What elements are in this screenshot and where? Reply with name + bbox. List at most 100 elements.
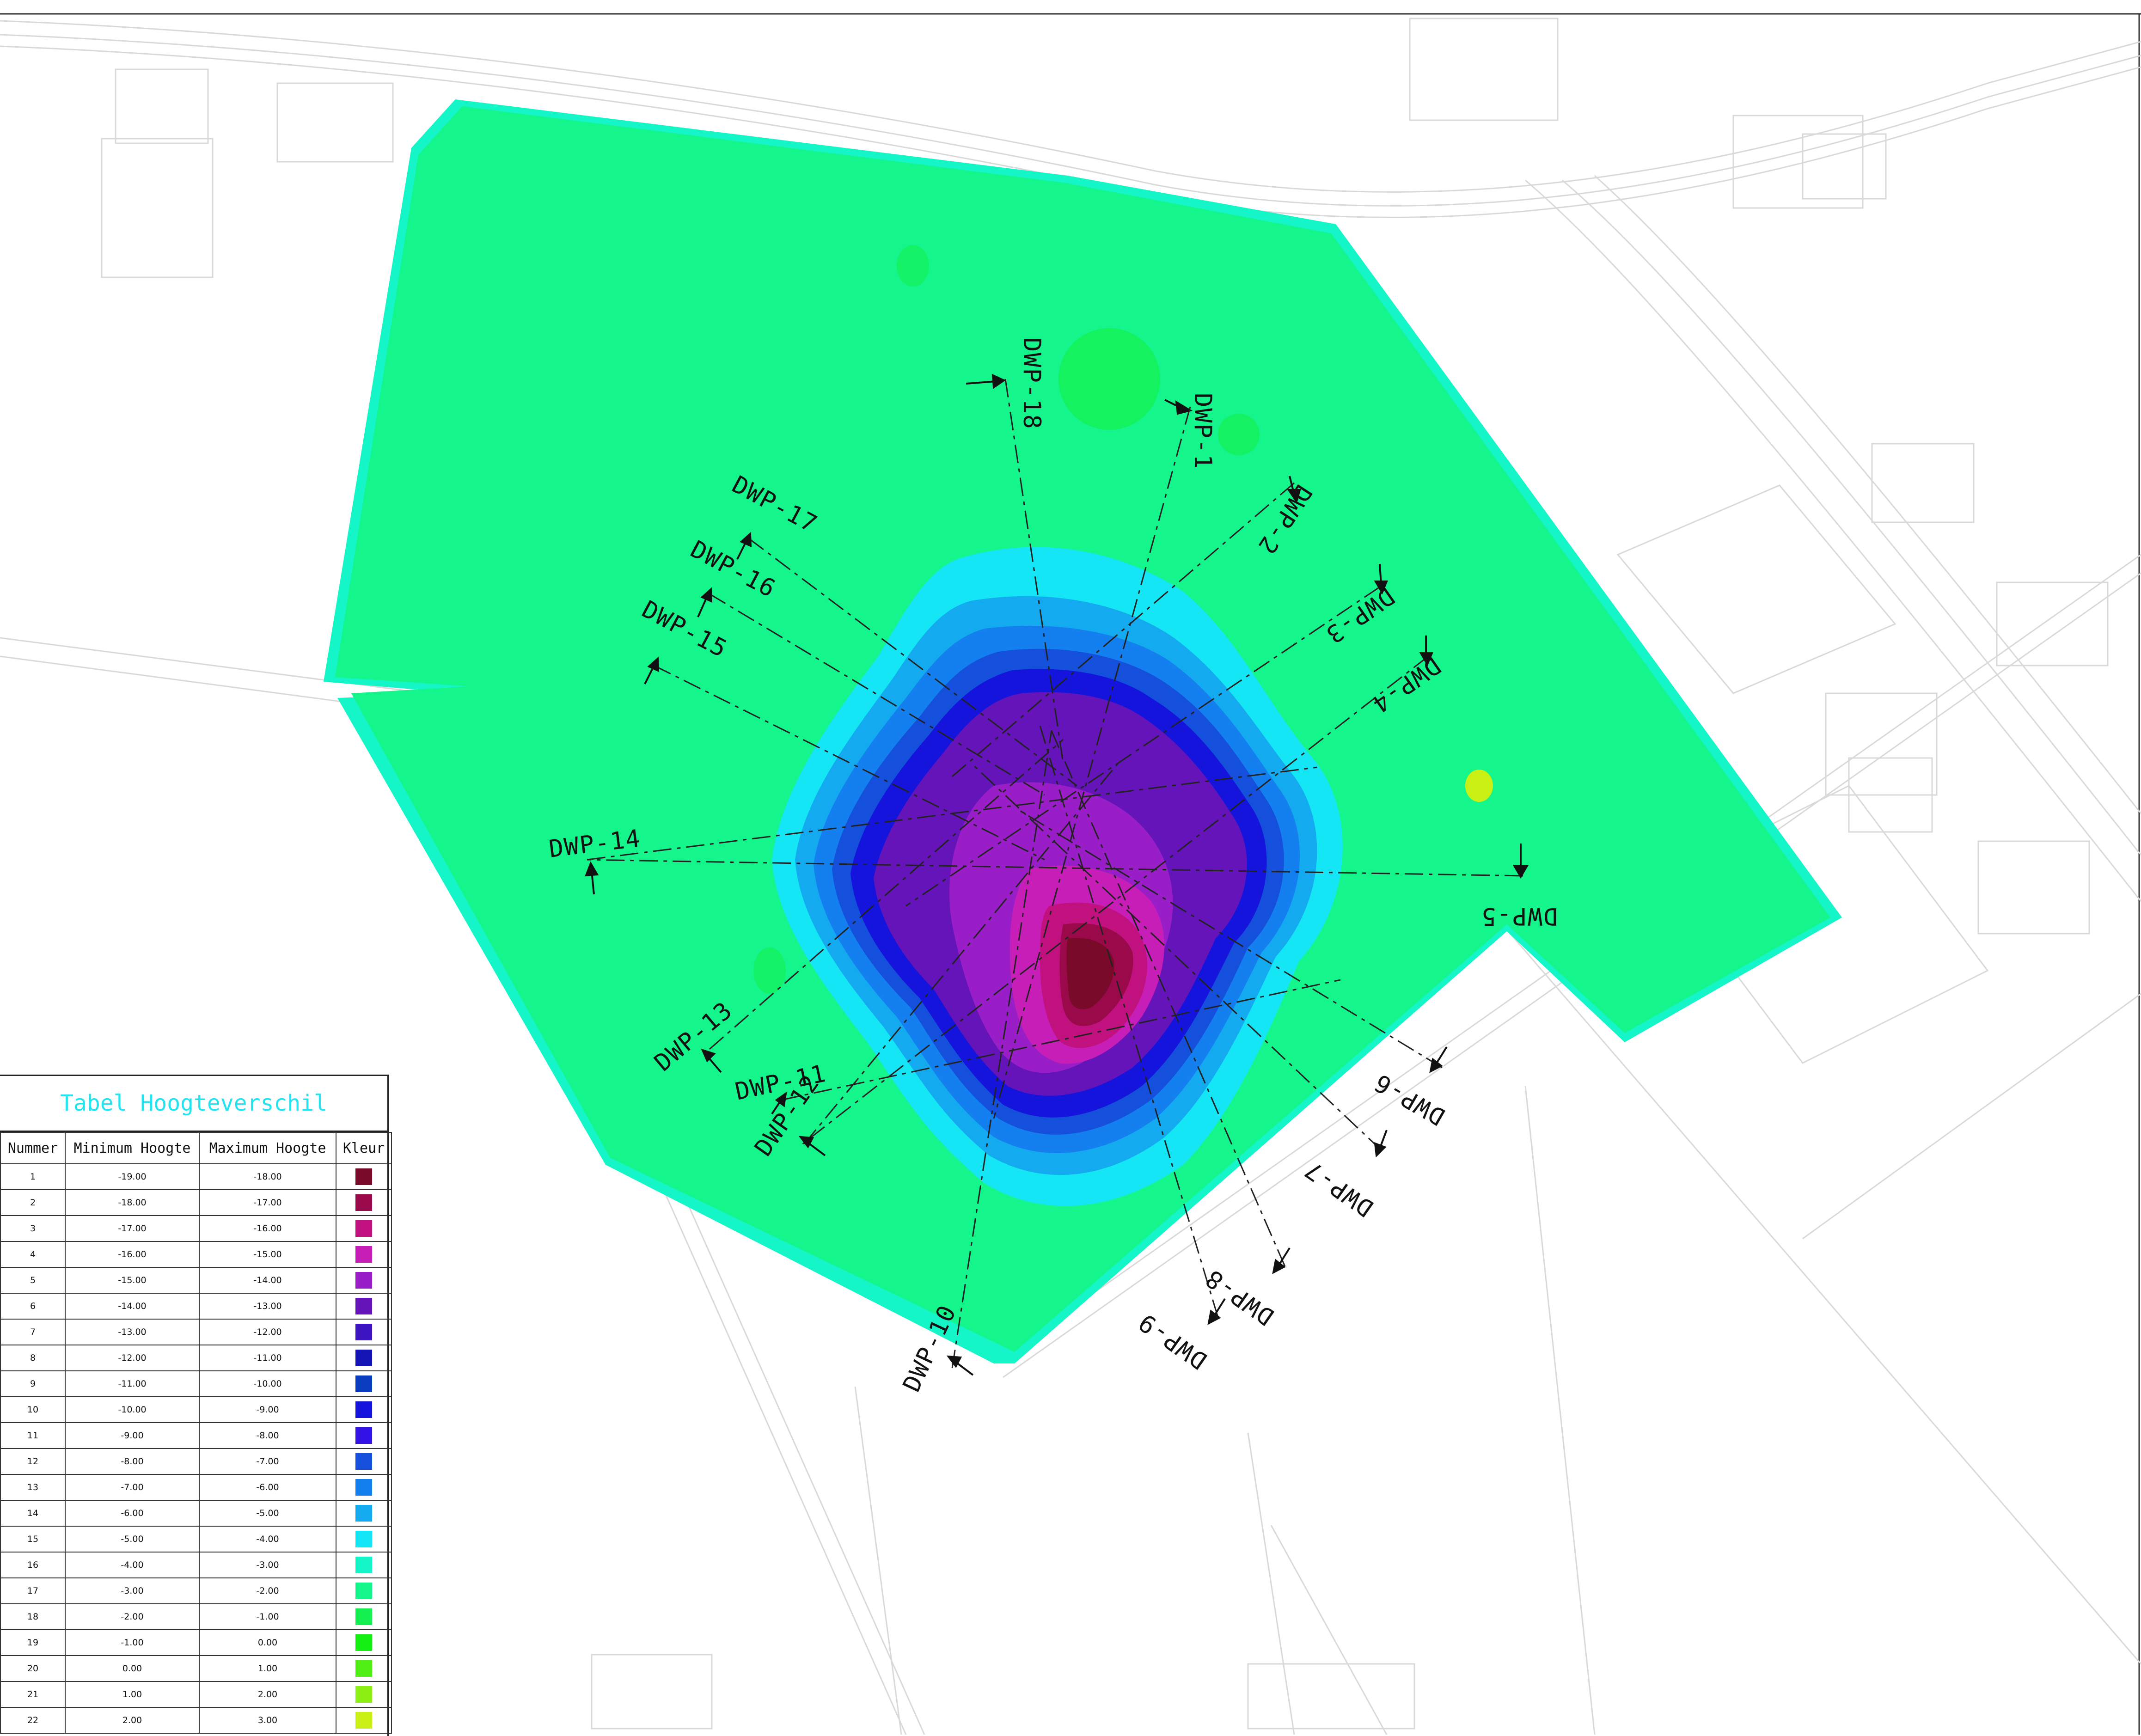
arrow-icon	[644, 656, 660, 685]
section-label: DWP-6	[1369, 1068, 1450, 1130]
legend-cell-min: -9.00	[65, 1422, 200, 1449]
section-label: DWP-18	[1018, 337, 1046, 430]
arrow-icon	[1429, 1046, 1448, 1073]
legend-cell-max: 0.00	[199, 1629, 336, 1656]
legend-grid: Nummer Minimum Hoogte Maximum Hoogte Kle…	[0, 1132, 392, 1734]
legend-row: 15 -5.00 -4.00	[0, 1526, 392, 1553]
color-swatch	[355, 1272, 372, 1289]
color-swatch	[355, 1479, 372, 1496]
legend-cell-num: 22	[0, 1707, 66, 1734]
arrow-icon	[1374, 563, 1388, 595]
legend-cell-max: -3.00	[199, 1552, 336, 1578]
legend-cell-kleur	[336, 1526, 392, 1553]
arrow-icon	[736, 532, 752, 560]
color-swatch	[355, 1375, 372, 1392]
legend-cell-num: 16	[0, 1552, 66, 1578]
legend-header-row: Nummer Minimum Hoogte Maximum Hoogte Kle…	[0, 1132, 392, 1164]
section-line-dwp-10	[951, 730, 1052, 1369]
color-swatch	[355, 1298, 372, 1314]
arrow-icon	[966, 373, 1006, 389]
legend-cell-max: -12.00	[199, 1319, 336, 1345]
arrow-icon	[1512, 844, 1529, 879]
legend-cell-num: 17	[0, 1577, 66, 1604]
legend-cell-min: -11.00	[65, 1370, 200, 1397]
legend-row: 6 -14.00 -13.00	[0, 1293, 392, 1320]
legend-cell-max: -9.00	[199, 1396, 336, 1423]
legend-cell-max: -2.00	[199, 1577, 336, 1604]
arrow-icon	[584, 861, 599, 895]
section-line-dwp-16	[709, 593, 1045, 796]
legend-cell-num: 4	[0, 1241, 66, 1268]
legend-cell-max: -6.00	[199, 1474, 336, 1501]
legend-title: Tabel Hoogteverschil	[0, 1076, 387, 1132]
color-swatch	[355, 1712, 372, 1729]
section-line-dwp-13	[709, 739, 1064, 1050]
legend-cell-kleur	[336, 1189, 392, 1216]
legend-cell-kleur	[336, 1345, 392, 1371]
section-line-dwp-7	[970, 762, 1383, 1152]
legend-cell-kleur	[336, 1293, 392, 1320]
legend-cell-min: -12.00	[65, 1345, 200, 1371]
legend-cell-max: -1.00	[199, 1603, 336, 1630]
legend-cell-num: 5	[0, 1267, 66, 1294]
terrain-patch	[1218, 414, 1260, 455]
section-label: DWP-5	[1480, 902, 1558, 930]
legend-header-kleur: Kleur	[336, 1132, 392, 1164]
legend-cell-min: 1.00	[65, 1681, 200, 1708]
terrain-surface	[324, 99, 1842, 1363]
arrow-icon	[798, 1136, 826, 1156]
legend-header-nummer: Nummer	[0, 1132, 66, 1164]
legend-cell-num: 9	[0, 1370, 66, 1397]
legend-row: 21 1.00 2.00	[0, 1681, 392, 1708]
legend-cell-min: -8.00	[65, 1448, 200, 1475]
legend-cell-kleur	[336, 1681, 392, 1708]
legend-cell-min: -10.00	[65, 1396, 200, 1423]
legend-cell-num: 12	[0, 1448, 66, 1475]
legend-row: 4 -16.00 -15.00	[0, 1241, 392, 1268]
color-swatch	[355, 1634, 372, 1651]
legend-cell-min: 0.00	[65, 1655, 200, 1682]
legend-header-min: Minimum Hoogte	[65, 1132, 200, 1164]
legend-cell-max: -16.00	[199, 1215, 336, 1242]
section-line-dwp-5	[587, 859, 1523, 877]
color-swatch	[355, 1686, 372, 1703]
legend-cell-min: -6.00	[65, 1500, 200, 1527]
legend-row: 22 2.00 3.00	[0, 1707, 392, 1734]
legend-cell-num: 2	[0, 1189, 66, 1216]
legend-cell-kleur	[336, 1396, 392, 1423]
color-swatch	[355, 1608, 372, 1625]
legend-cell-max: 2.00	[199, 1681, 336, 1708]
terrain-level-1	[1066, 938, 1114, 1009]
color-swatch	[355, 1401, 372, 1418]
section-line-dwp-11	[781, 979, 1341, 1101]
legend-cell-num: 3	[0, 1215, 66, 1242]
color-swatch	[355, 1350, 372, 1366]
arrow-icon	[771, 1091, 787, 1115]
terrain-patch	[897, 245, 929, 287]
legend-row: 7 -13.00 -12.00	[0, 1319, 392, 1345]
legend-cell-min: -18.00	[65, 1189, 200, 1216]
color-swatch	[355, 1453, 372, 1470]
legend-cell-min: -3.00	[65, 1577, 200, 1604]
section-line-dwp-18	[1004, 379, 1064, 763]
legend-cell-kleur	[336, 1267, 392, 1294]
legend-cell-num: 10	[0, 1396, 66, 1423]
legend-cell-max: -11.00	[199, 1345, 336, 1371]
legend-cell-num: 6	[0, 1293, 66, 1320]
color-swatch	[355, 1531, 372, 1547]
legend-cell-kleur	[336, 1370, 392, 1397]
legend-cell-max: -15.00	[199, 1241, 336, 1268]
legend-cell-num: 15	[0, 1526, 66, 1553]
legend-cell-num: 20	[0, 1655, 66, 1682]
legend-cell-kleur	[336, 1629, 392, 1656]
arrow-icon	[946, 1355, 974, 1376]
section-label: DWP-9	[1133, 1308, 1212, 1375]
legend-cell-min: -16.00	[65, 1241, 200, 1268]
legend-row: 17 -3.00 -2.00	[0, 1577, 392, 1604]
legend-cell-kleur	[336, 1215, 392, 1242]
color-swatch	[355, 1246, 372, 1263]
legend-cell-num: 13	[0, 1474, 66, 1501]
legend-cell-kleur	[336, 1577, 392, 1604]
section-line-dwp-3	[905, 586, 1380, 907]
